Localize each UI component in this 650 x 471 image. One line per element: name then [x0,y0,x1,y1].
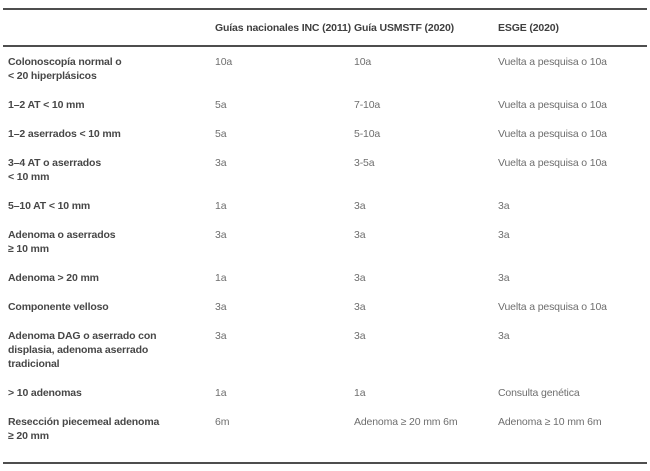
table-row: Colonoscopía normal o < 20 hiperplásicos 1… [3,55,647,83]
table-row: 3–4 AT o aserrados < 10 mm 3a 3-5a Vuelta a … [3,156,647,184]
row-label: 1–2 aserrados < 10 mm [8,127,215,141]
row-label-line: displasia, adenoma aserrado [8,344,149,356]
row-label: Resección piecemeal adenoma ≥ 20 mm [8,415,215,443]
row-label-line: ≥ 10 mm [8,243,49,255]
header-rule [3,45,647,47]
cell-value: 3a [215,157,227,169]
header-col-inc-2011: Guías nacionales INC (2011) [215,22,352,34]
table-row: Adenoma o aserrados ≥ 10 mm 3a 3a 3a [3,228,647,256]
row-label: Adenoma DAG o aserrado con displasia, ade… [8,329,215,371]
cell-value: 3a [498,200,510,212]
cell-value: 3a [498,229,510,241]
header-col-usmstf-2020: Guía USMSTF (2020) [354,22,454,34]
cell-value: 3a [215,330,227,342]
cell-value: Adenoma ≥ 10 mm 6m [498,416,602,428]
cell-value: 7-10a [354,99,381,111]
cell-value: 10a [354,56,372,68]
cell-value: 3a [215,301,227,313]
cell-value: 3a [354,229,366,241]
table-body: Colonoscopía normal o < 20 hiperplásicos 1… [3,47,647,462]
cell-value: 6m [215,416,230,428]
table-header-row: Guías nacionales INC (2011) Guía USMSTF … [3,10,647,45]
table-row: > 10 adenomas 1a 1a Consulta genética [3,386,647,400]
bottom-rule [3,462,647,464]
row-label: > 10 adenomas [8,386,215,400]
row-label: 1–2 AT < 10 mm [8,98,215,112]
cell-value: Vuelta a pesquisa o 10a [498,128,607,140]
cell-value: 5a [215,99,227,111]
table-row: Resección piecemeal adenoma ≥ 20 mm 6m Aden… [3,415,647,443]
table-row: 1–2 AT < 10 mm 5a 7-10a Vuelta a pesquisa o… [3,98,647,112]
row-label-line: < 10 mm [8,171,50,183]
header-col-esge-2020: ESGE (2020) [498,22,559,34]
row-label: 5–10 AT < 10 mm [8,199,215,213]
row-label-line: Resección piecemeal adenoma [8,416,160,428]
row-label-line: 1–2 AT < 10 mm [8,99,85,111]
row-label-line: ≥ 20 mm [8,430,49,442]
row-label-line: Componente velloso [8,301,109,313]
cell-value: 1a [354,387,366,399]
cell-value: 3a [498,272,510,284]
table-row: 5–10 AT < 10 mm 1a 3a 3a [3,199,647,213]
row-label-line: tradicional [8,358,60,370]
row-label: 3–4 AT o aserrados < 10 mm [8,156,215,184]
table-row: 1–2 aserrados < 10 mm 5a 5-10a Vuelta a pes… [3,127,647,141]
cell-value: 3a [354,272,366,284]
cell-value: 3a [498,330,510,342]
row-label-line: Adenoma > 20 mm [8,272,99,284]
cell-value: Vuelta a pesquisa o 10a [498,301,607,313]
table-row: Componente velloso 3a 3a Vuelta a pesquisa … [3,300,647,314]
cell-value: Vuelta a pesquisa o 10a [498,56,607,68]
cell-value: Adenoma ≥ 20 mm 6m [354,416,458,428]
table-row: Adenoma > 20 mm 1a 3a 3a [3,271,647,285]
row-label: Colonoscopía normal o < 20 hiperplásicos [8,55,215,83]
row-label: Componente velloso [8,300,215,314]
row-label-line: > 10 adenomas [8,387,82,399]
cell-value: 3a [215,229,227,241]
row-label: Adenoma > 20 mm [8,271,215,285]
row-label-line: Adenoma DAG o aserrado con [8,330,157,342]
row-label-line: Adenoma o aserrados [8,229,116,241]
row-label: Adenoma o aserrados ≥ 10 mm [8,228,215,256]
cell-value: Consulta genética [498,387,580,399]
row-label-line: 5–10 AT < 10 mm [8,200,91,212]
cell-value: 3a [354,330,366,342]
cell-value: 3a [354,200,366,212]
top-rule [3,8,647,10]
table-row: Adenoma DAG o aserrado con displasia, ade… [3,329,647,371]
cell-value: 5a [215,128,227,140]
cell-value: 5-10a [354,128,381,140]
cell-value: 3a [354,301,366,313]
cell-value: 1a [215,200,227,212]
row-label-line: 3–4 AT o aserrados [8,157,102,169]
row-label-line: Colonoscopía normal o [8,56,122,68]
cell-value: Vuelta a pesquisa o 10a [498,99,607,111]
cell-value: 10a [215,56,233,68]
cell-value: 3-5a [354,157,375,169]
cell-value: 1a [215,272,227,284]
row-label-line: < 20 hiperplásicos [8,70,97,82]
row-label-line: 1–2 aserrados < 10 mm [8,128,121,140]
cell-value: 1a [215,387,227,399]
cell-value: Vuelta a pesquisa o 10a [498,157,607,169]
